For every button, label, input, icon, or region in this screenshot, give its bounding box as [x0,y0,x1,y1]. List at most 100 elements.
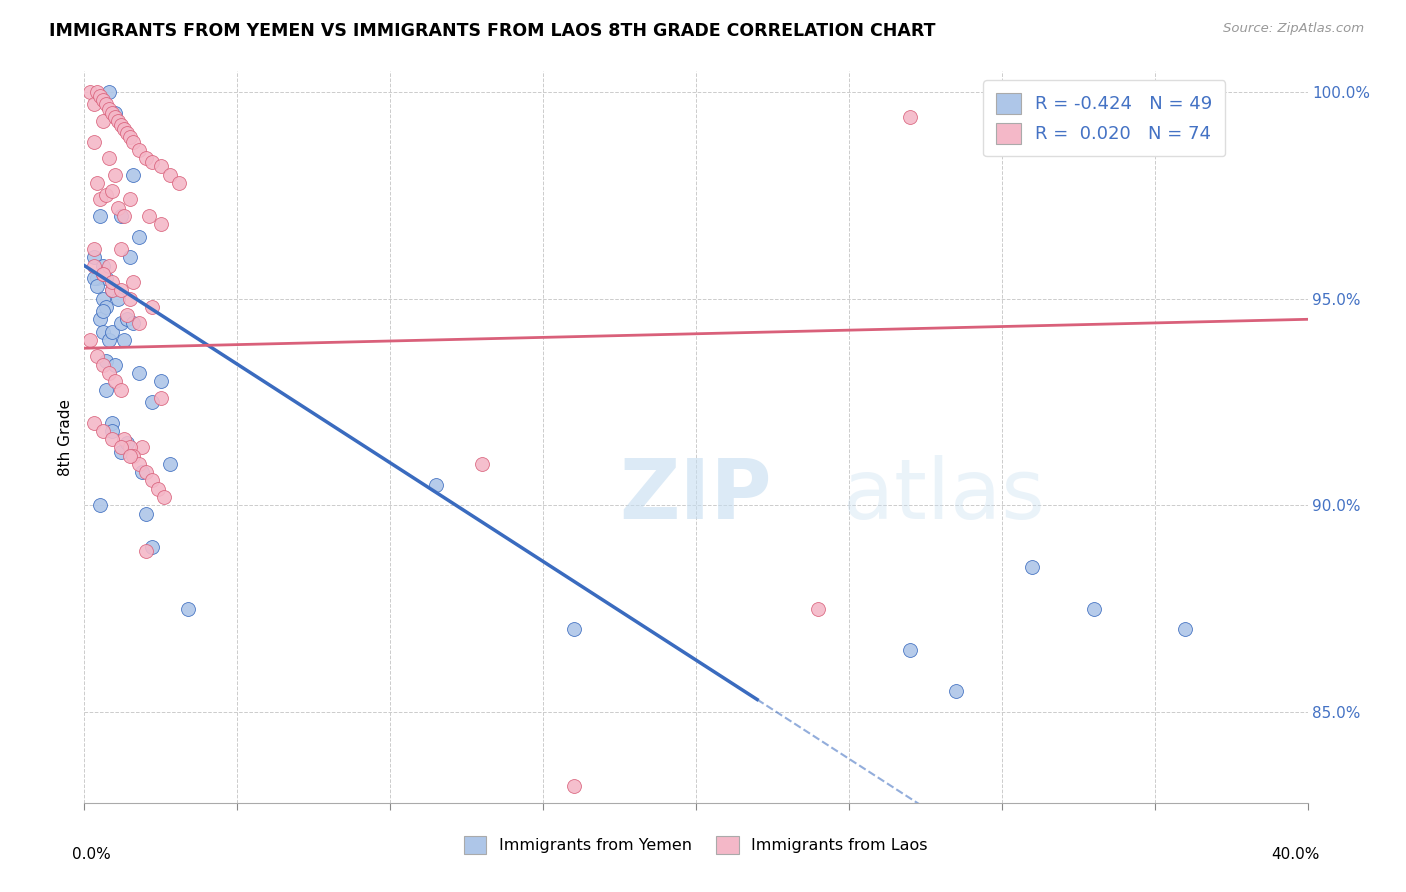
Point [91,259,114,273]
Point [128,317,150,331]
Point [89,89,111,103]
Point [94,271,117,285]
Text: Source: ZipAtlas.com: Source: ZipAtlas.com [1223,22,1364,36]
Point [141,155,163,169]
Point [135,507,157,521]
Point [104,105,127,120]
Point [97,151,120,165]
Point [110,383,132,397]
Point [101,184,124,198]
Point [1174,622,1197,636]
Point [128,366,150,380]
Point [898,643,921,657]
Point [112,333,135,347]
Point [97,85,120,99]
Point [110,209,132,223]
Text: IMMIGRANTS FROM YEMEN VS IMMIGRANTS FROM LAOS 8TH GRADE CORRELATION CHART: IMMIGRANTS FROM YEMEN VS IMMIGRANTS FROM… [49,22,936,40]
Point [112,432,135,446]
Point [110,444,132,458]
Point [86,85,108,99]
Point [122,135,145,149]
Point [86,350,108,364]
Point [97,366,120,380]
Point [101,325,124,339]
Point [425,477,447,491]
Point [120,193,142,207]
Point [149,374,172,388]
Point [94,353,117,368]
Point [89,193,111,207]
Point [83,242,105,256]
Point [94,383,117,397]
Point [141,395,163,409]
Point [86,176,108,190]
Text: 40.0%: 40.0% [1271,847,1320,862]
Point [110,317,132,331]
Point [128,457,150,471]
Point [107,292,129,306]
Point [101,105,124,120]
Point [167,176,190,190]
Point [1083,601,1105,615]
Point [91,292,114,306]
Point [83,259,105,273]
Point [128,229,150,244]
Point [104,168,127,182]
Point [110,242,132,256]
Point [110,284,132,298]
Point [120,130,142,145]
Point [89,498,111,512]
Point [83,135,105,149]
Point [94,97,117,112]
Point [91,424,114,438]
Point [110,441,132,455]
Point [91,267,114,281]
Point [101,424,124,438]
Point [110,118,132,132]
Point [135,465,157,479]
Point [159,457,181,471]
Point [91,304,114,318]
Point [115,308,138,322]
Point [112,209,135,223]
Point [120,250,142,264]
Point [97,333,120,347]
Point [89,312,111,326]
Point [79,333,101,347]
Point [86,271,108,285]
Point [94,188,117,202]
Point [141,540,163,554]
Point [101,284,124,298]
Point [141,300,163,314]
Point [115,436,138,450]
Point [91,267,114,281]
Point [83,416,105,430]
Point [122,317,145,331]
Point [83,97,105,112]
Point [86,279,108,293]
Point [135,151,157,165]
Text: 0.0%: 0.0% [72,847,111,862]
Point [101,275,124,289]
Point [115,312,138,326]
Y-axis label: 8th Grade: 8th Grade [58,399,73,475]
Point [83,271,105,285]
Point [159,168,181,182]
Point [471,457,494,471]
Point [83,250,105,264]
Point [104,374,127,388]
Point [120,292,142,306]
Point [898,110,921,124]
Point [91,114,114,128]
Point [91,93,114,107]
Text: ZIP: ZIP [620,455,772,536]
Point [97,102,120,116]
Point [807,601,830,615]
Point [101,432,124,446]
Point [149,160,172,174]
Point [107,114,129,128]
Legend: Immigrants from Yemen, Immigrants from Laos: Immigrants from Yemen, Immigrants from L… [458,830,934,861]
Point [141,474,163,488]
Point [153,490,176,504]
Point [107,201,129,215]
